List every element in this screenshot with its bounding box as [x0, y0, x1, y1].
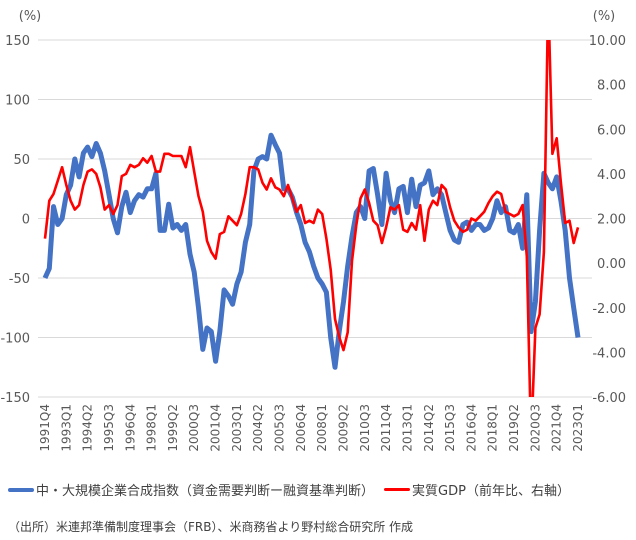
x-tick-label: 2001Q4: [209, 404, 223, 452]
right-tick-label: 10.00: [589, 34, 626, 49]
left-tick-label: -100: [0, 332, 30, 347]
x-tick-label: 2011Q4: [379, 404, 393, 452]
x-tick-label: 2008Q1: [315, 404, 329, 452]
left-tick-label: -50: [9, 272, 30, 287]
x-tick-label: 2016Q4: [464, 404, 478, 452]
left-tick-label: 50: [13, 153, 30, 168]
left-axis-unit: (%): [19, 9, 42, 24]
right-tick-label: 2.00: [597, 213, 626, 228]
x-tick-label: 2009Q2: [336, 404, 350, 452]
x-tick-label: 2014Q2: [422, 404, 436, 452]
x-tick-label: 1991Q4: [38, 404, 52, 452]
x-tick-label: 2019Q2: [507, 404, 521, 452]
source-note: （出所）米連邦準備制度理事会（FRB）、米商務省より野村総合研究所 作成: [8, 520, 414, 534]
x-tick-label: 2020Q3: [528, 404, 542, 452]
right-tick-label: -2.00: [592, 302, 626, 317]
legend: 中・大規模企業合成指数（資金需要判断ー融資基準判断） 実質GDP（前年比、右軸）: [8, 480, 570, 499]
x-tick-label: 2015Q3: [443, 404, 457, 452]
right-tick-label: 8.00: [597, 79, 626, 94]
x-tick-label: 2018Q1: [486, 404, 500, 452]
left-tick-label: -150: [0, 391, 30, 406]
right-tick-label: -4.00: [592, 346, 626, 361]
left-tick-label: 150: [5, 34, 30, 49]
x-tick-label: 1993Q1: [59, 404, 73, 452]
left-tick-label: 100: [5, 94, 30, 109]
x-tick-label: 2005Q3: [273, 404, 287, 452]
x-tick-label: 1994Q2: [81, 404, 95, 452]
x-tick-label: 2013Q1: [400, 404, 414, 452]
legend-label-blue: 中・大規模企業合成指数（資金需要判断ー融資基準判断）: [36, 484, 375, 499]
x-tick-label: 2023Q1: [571, 404, 585, 452]
x-tick-label: 1996Q4: [123, 404, 137, 452]
x-tick-label: 2010Q3: [358, 404, 372, 452]
x-tick-label: 2021Q4: [550, 404, 564, 452]
line-chart: 150 100 50 0 -50 -100 -150 10.00 8.00 6.00 4.00 2.0…: [0, 9, 626, 452]
legend-label-red: 実質GDP（前年比、右軸）: [412, 484, 570, 499]
x-tick-label: 2000Q3: [187, 404, 201, 452]
legend-swatch-red: [384, 488, 411, 491]
legend-swatch-blue: [8, 487, 34, 492]
x-tick-label: 2006Q4: [294, 404, 308, 452]
x-tick-label: 1998Q1: [145, 404, 159, 452]
series-line-real-gdp: [43, 40, 580, 397]
x-tick-label: 1999Q2: [166, 404, 180, 452]
right-tick-label: 4.00: [597, 168, 626, 183]
left-tick-label: 0: [22, 213, 30, 228]
x-tick-label: 2003Q1: [230, 404, 244, 452]
right-tick-label: -6.00: [592, 391, 626, 406]
x-tick-label: 1995Q3: [102, 404, 116, 452]
series-line-lending-index: [42, 132, 581, 370]
x-tick-label: 2004Q2: [251, 404, 265, 452]
right-tick-label: 6.00: [597, 123, 626, 138]
right-axis-unit: (%): [593, 9, 616, 24]
right-tick-label: 0.00: [597, 257, 626, 272]
